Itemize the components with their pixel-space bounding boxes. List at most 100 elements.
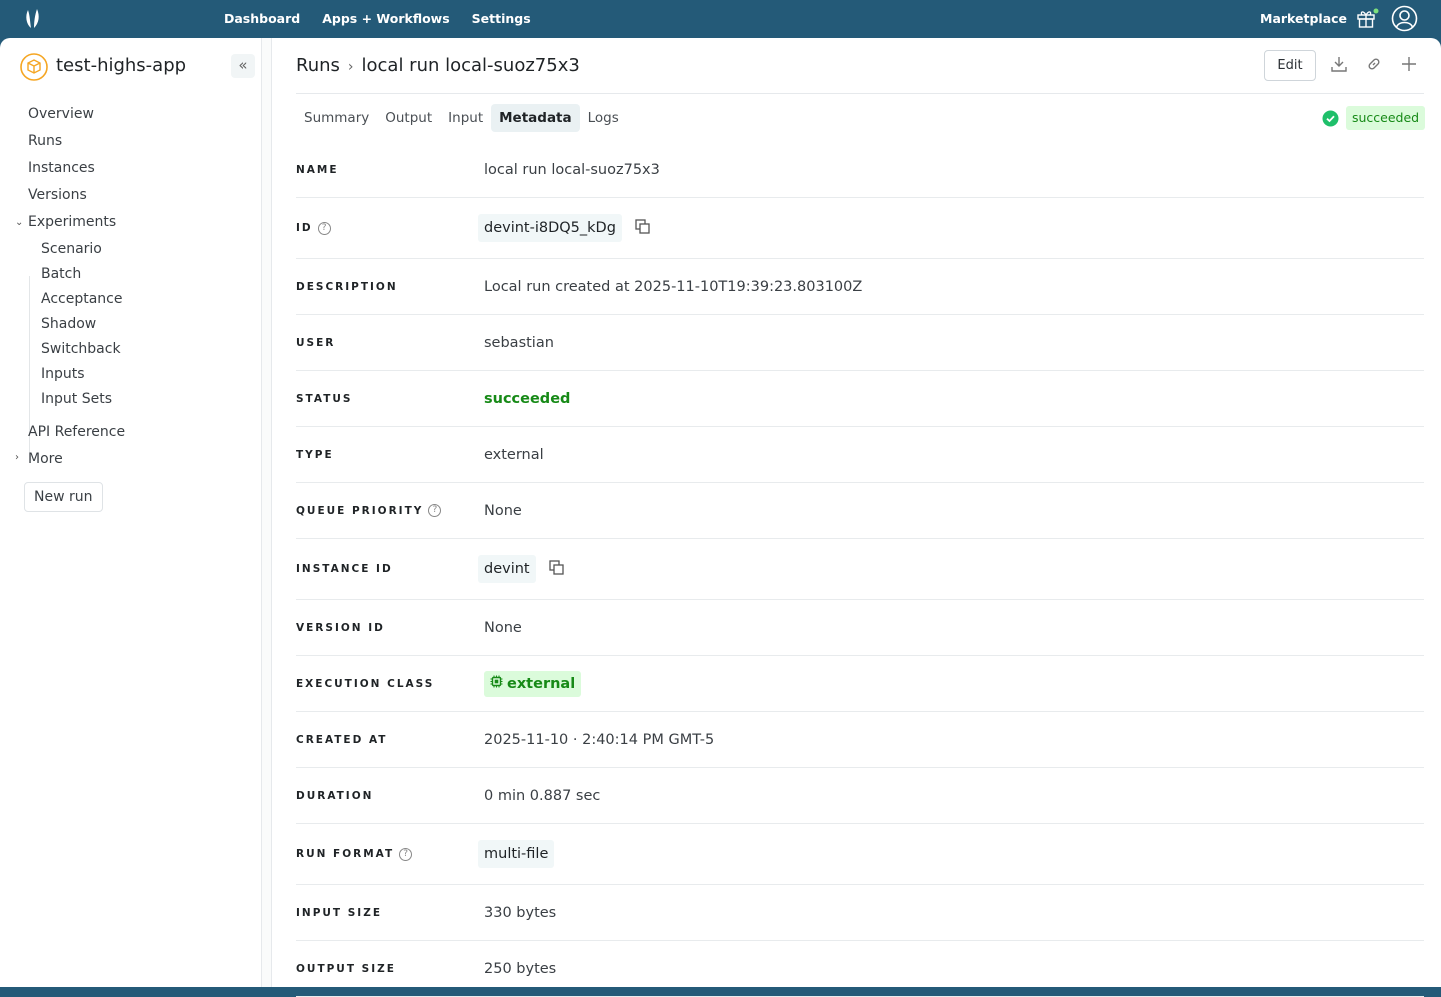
label-text: ID	[296, 222, 313, 234]
field-value-cell: external	[484, 447, 544, 463]
collapse-sidebar-button[interactable]: «	[231, 54, 255, 78]
field-label: VERSION ID	[296, 622, 484, 634]
chevron-down-icon[interactable]: ⌄	[15, 217, 24, 228]
copy-icon[interactable]	[635, 218, 650, 238]
field-value-cell: None	[484, 503, 522, 519]
app-cube-icon	[20, 53, 48, 81]
field-label: ID?	[296, 221, 484, 235]
page: test-highs-app « Overview Runs Instances…	[0, 38, 1441, 997]
metadata-row-input-size: INPUT SIZE 330 bytes	[296, 885, 1424, 941]
field-value: devint-i8DQ5_kDg	[478, 214, 622, 242]
tab-summary[interactable]: Summary	[304, 110, 370, 126]
field-value: 330 bytes	[484, 904, 557, 921]
field-label: USER	[296, 337, 484, 349]
sidebar-item-experiments[interactable]: Experiments	[28, 214, 117, 230]
field-value-cell: multi-file	[478, 840, 555, 868]
download-icon[interactable]	[1331, 56, 1347, 72]
field-value-cell: succeeded	[484, 391, 570, 407]
plus-icon[interactable]	[1401, 56, 1417, 72]
field-value: 0 min 0.887 sec	[484, 787, 601, 804]
field-value: succeeded	[484, 390, 571, 407]
field-label: QUEUE PRIORITY?	[296, 504, 484, 517]
tab-input[interactable]: Input	[448, 110, 484, 126]
field-label: STATUS	[296, 393, 484, 405]
chevron-right-icon: ›	[347, 59, 354, 75]
metadata-row-duration: DURATION 0 min 0.887 sec	[296, 768, 1424, 824]
field-value: 2025-11-10 · 2:40:14 PM GMT-5	[484, 731, 715, 748]
breadcrumb-runs[interactable]: Runs	[296, 55, 340, 76]
field-value: external	[484, 446, 544, 463]
sidebar-item-overview[interactable]: Overview	[28, 106, 94, 122]
breadcrumb: Runs › local run local-suoz75x3	[296, 55, 580, 76]
nav-settings[interactable]: Settings	[471, 11, 531, 26]
label-text: DESCRIPTION	[296, 280, 398, 293]
nav-apps-workflows[interactable]: Apps + Workflows	[322, 11, 450, 26]
metadata-row-version-id: VERSION ID None	[296, 600, 1424, 656]
edit-button[interactable]: Edit	[1264, 50, 1316, 81]
field-value-cell: None	[484, 620, 522, 636]
status-badge: succeeded	[1346, 106, 1426, 130]
sidebar-item-scenario[interactable]: Scenario	[41, 241, 102, 257]
field-value-cell: 250 bytes	[484, 961, 556, 977]
label-text: INSTANCE ID	[296, 563, 393, 575]
field-value-cell: sebastian	[484, 335, 554, 351]
execution-class-badge: external	[484, 670, 582, 697]
field-value: 250 bytes	[484, 960, 557, 977]
field-label: RUN FORMAT?	[296, 847, 484, 861]
help-icon[interactable]: ?	[428, 504, 442, 517]
chip-icon	[490, 671, 503, 697]
field-label: EXECUTION CLASS	[296, 678, 484, 690]
sidebar-item-inputs[interactable]: Inputs	[41, 366, 85, 382]
sidebar-item-acceptance[interactable]: Acceptance	[41, 291, 123, 307]
nav-marketplace[interactable]: Marketplace	[1260, 11, 1348, 26]
help-icon[interactable]: ?	[317, 221, 331, 235]
sidebar-item-instances[interactable]: Instances	[28, 160, 95, 176]
field-value: None	[484, 619, 522, 636]
app-name: test-highs-app	[56, 55, 187, 76]
field-value: multi-file	[478, 840, 555, 868]
sidebar-item-input-sets[interactable]: Input Sets	[41, 391, 112, 407]
chevron-right-icon[interactable]: ›	[15, 452, 19, 463]
label-text: INPUT SIZE	[296, 906, 382, 919]
label-text: CREATED AT	[296, 733, 388, 746]
sidebar-item-more[interactable]: More	[28, 451, 63, 467]
metadata-row-run-format: RUN FORMAT? multi-file	[296, 824, 1424, 885]
link-icon[interactable]	[1366, 56, 1382, 72]
user-avatar-icon[interactable]	[1391, 5, 1418, 32]
metadata-row-id: ID? devint-i8DQ5_kDg	[296, 198, 1424, 259]
header-divider	[296, 93, 1424, 94]
metadata-row-description: DESCRIPTION Local run created at 2025-11-…	[296, 259, 1424, 315]
field-value-cell: 0 min 0.887 sec	[484, 788, 600, 804]
field-value-cell: devint	[478, 555, 564, 583]
sidebar-item-batch[interactable]: Batch	[41, 266, 82, 282]
tab-output[interactable]: Output	[385, 110, 433, 126]
field-value-cell: Local run created at 2025-11-10T19:39:23…	[484, 279, 862, 295]
metadata-row-execution-class: EXECUTION CLASS external	[296, 656, 1424, 712]
nav-dashboard[interactable]: Dashboard	[224, 11, 301, 26]
label-text: VERSION ID	[296, 621, 385, 634]
new-run-button[interactable]: New run	[24, 482, 103, 512]
help-icon[interactable]: ?	[399, 847, 413, 861]
copy-icon[interactable]	[548, 559, 564, 579]
sidebar-item-runs[interactable]: Runs	[28, 133, 63, 149]
tab-bar: Summary Output Input Metadata Logs	[296, 104, 627, 132]
field-label: INSTANCE ID	[296, 563, 484, 575]
top-nav-bar: Dashboard Apps + Workflows Settings Mark…	[0, 0, 1441, 38]
field-label: INPUT SIZE	[296, 907, 484, 919]
resize-handle[interactable]	[262, 38, 272, 987]
tab-metadata[interactable]: Metadata	[491, 104, 580, 132]
sidebar-item-switchback[interactable]: Switchback	[41, 341, 121, 357]
metadata-row-output-size: OUTPUT SIZE 250 bytes	[296, 941, 1424, 997]
label-text: QUEUE PRIORITY	[296, 504, 424, 517]
label-text: OUTPUT SIZE	[296, 962, 396, 975]
label-text: NAME	[296, 163, 339, 176]
field-label: TYPE	[296, 449, 484, 461]
metadata-row-status: STATUS succeeded	[296, 371, 1424, 427]
sidebar-item-shadow[interactable]: Shadow	[41, 316, 97, 332]
sidebar-item-api-reference[interactable]: API Reference	[28, 424, 126, 440]
gift-icon[interactable]	[1356, 8, 1380, 30]
label-text: DURATION	[296, 789, 374, 802]
sidebar-item-versions[interactable]: Versions	[28, 187, 87, 203]
tab-logs[interactable]: Logs	[587, 110, 619, 126]
logo-icon[interactable]	[24, 8, 42, 30]
